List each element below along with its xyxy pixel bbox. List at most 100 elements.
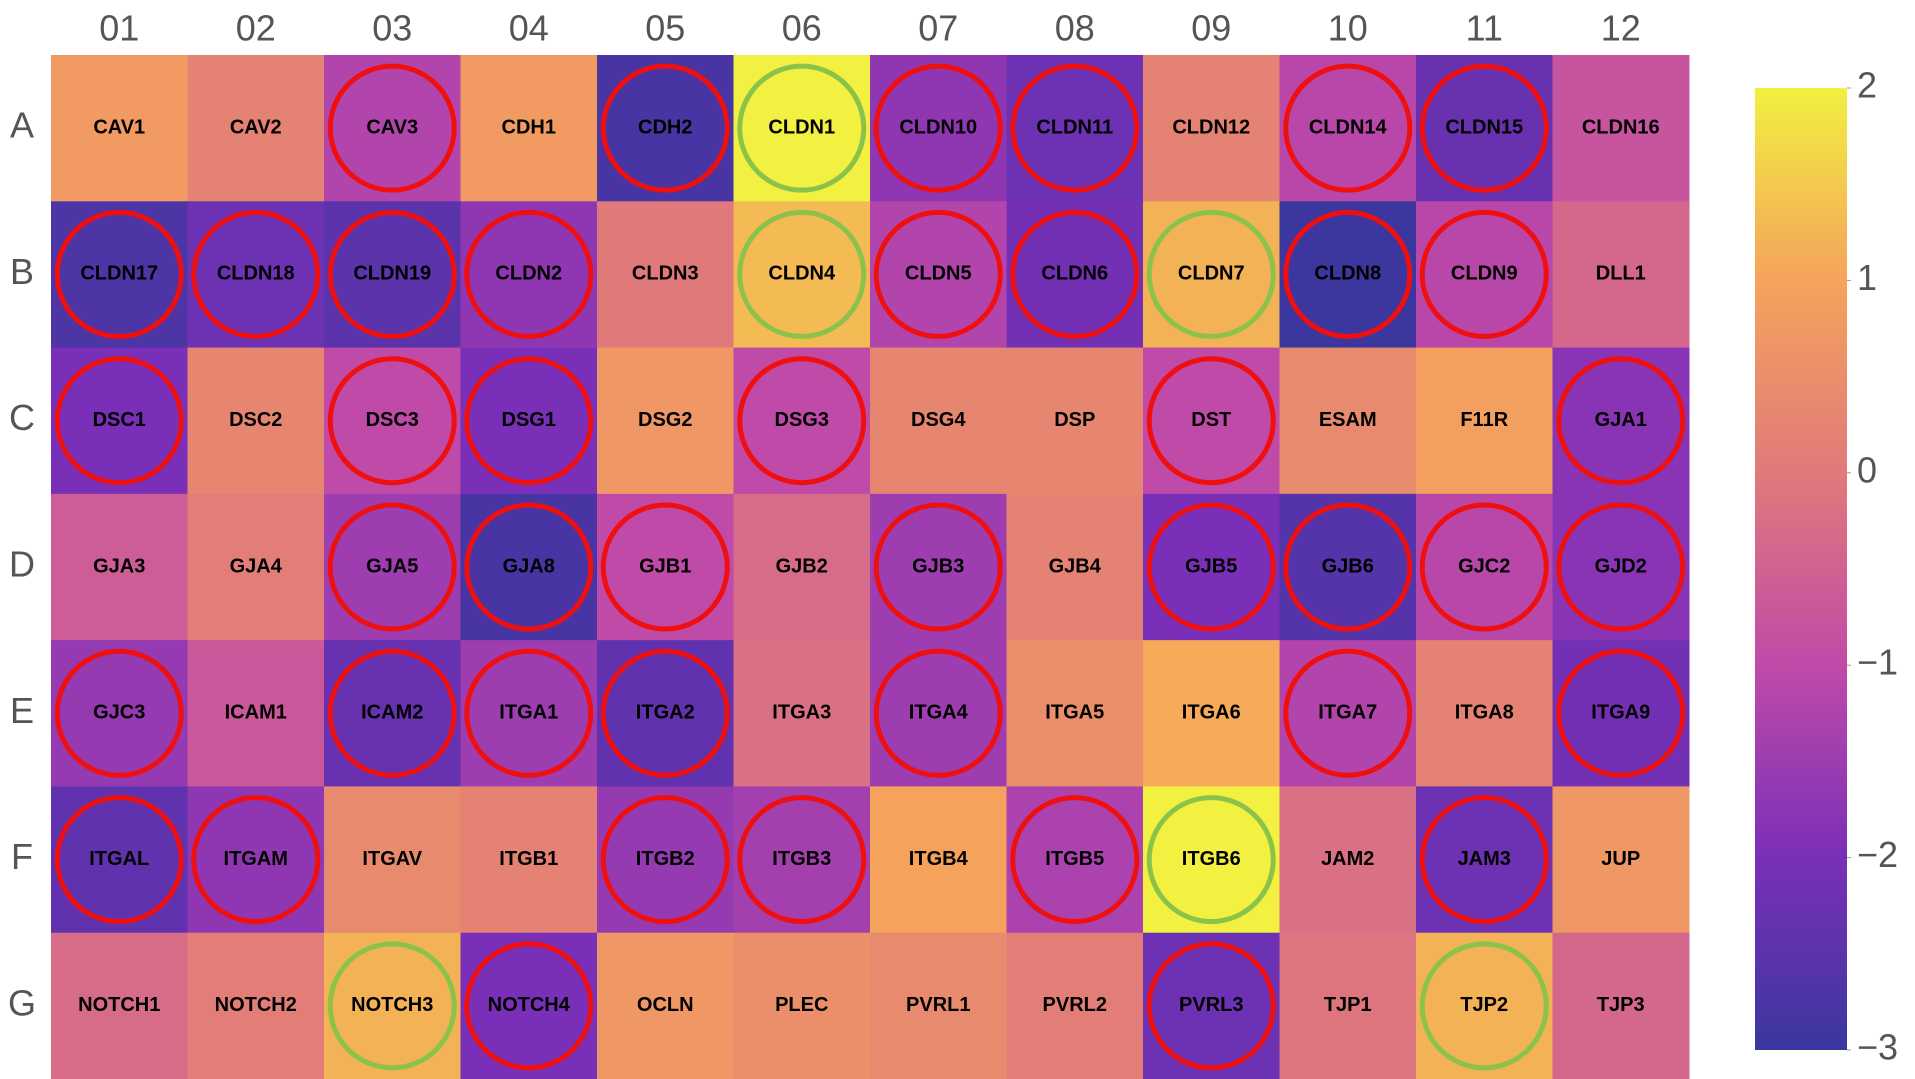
cell-label: GJA4 — [230, 555, 283, 577]
highlight-circle — [1283, 209, 1413, 339]
highlight-circle — [191, 209, 321, 339]
highlight-circle — [1010, 63, 1140, 193]
cell-label: DSC3 — [366, 409, 419, 431]
highlight-circle — [600, 795, 730, 925]
cell-label: ITGB2 — [636, 848, 695, 870]
highlight-circle — [464, 209, 594, 339]
colorbar-tick-label: −1 — [1857, 642, 1898, 683]
highlight-circle — [1283, 502, 1413, 632]
cell — [733, 201, 871, 349]
highlight-circle — [737, 795, 867, 925]
highlight-circle — [464, 502, 594, 632]
cell-label: ITGAV — [362, 848, 422, 870]
cell — [1279, 347, 1417, 495]
cell — [733, 932, 871, 1079]
cell — [1552, 493, 1690, 641]
cell — [460, 786, 598, 934]
cell-label: JAM3 — [1458, 848, 1511, 870]
cell-label: ITGA8 — [1455, 702, 1514, 724]
cell-label: DSC2 — [229, 409, 282, 431]
cell — [1006, 55, 1144, 202]
cell — [187, 640, 325, 787]
highlight-circle — [873, 502, 1003, 632]
cell — [597, 640, 734, 787]
cell-label: PLEC — [775, 994, 828, 1016]
cell — [187, 201, 325, 349]
cell — [1279, 786, 1417, 934]
cell-label: GJB6 — [1322, 555, 1374, 577]
column-label: 10 — [1328, 8, 1368, 49]
cell — [1006, 493, 1144, 641]
cell — [324, 932, 461, 1079]
cell-label: GJC3 — [93, 702, 145, 724]
cell — [51, 201, 188, 349]
cell-label: PVRL3 — [1179, 994, 1243, 1016]
cell-label: ITGA3 — [772, 702, 831, 724]
highlight-circle — [54, 209, 184, 339]
highlight-circle — [1146, 502, 1276, 632]
cell-label: DSG3 — [775, 409, 829, 431]
cell-label: CLDN5 — [905, 263, 972, 285]
cell — [733, 786, 871, 934]
highlight-circle — [464, 648, 594, 778]
cell-label: GJC2 — [1458, 555, 1510, 577]
highlight-circle — [327, 63, 457, 193]
cell — [1552, 786, 1690, 934]
cell-label: CLDN10 — [899, 116, 977, 138]
cell — [597, 347, 734, 495]
cell — [460, 347, 598, 495]
cell — [1552, 640, 1690, 787]
column-label: 02 — [236, 8, 276, 49]
cell — [324, 347, 461, 495]
highlight-circle — [191, 795, 321, 925]
cell — [1416, 786, 1553, 934]
highlight-circle — [600, 648, 730, 778]
cell-label: PVRL2 — [1043, 994, 1107, 1016]
column-label: 11 — [1466, 8, 1503, 49]
cell — [51, 932, 188, 1079]
cell — [1006, 640, 1144, 787]
cell — [1143, 640, 1280, 787]
cell-label: JAM2 — [1321, 848, 1374, 870]
cell — [597, 493, 734, 641]
cell-label: DSG4 — [911, 409, 966, 431]
row-label: E — [10, 690, 34, 731]
colorbar-tick-label: 1 — [1857, 257, 1877, 298]
row-label: G — [8, 982, 36, 1023]
cell — [51, 347, 188, 495]
cell-label: TJP2 — [1460, 994, 1508, 1016]
highlight-circle — [1556, 648, 1686, 778]
cell — [597, 932, 734, 1079]
cell-label: CDH2 — [638, 116, 692, 138]
column-label: 03 — [372, 8, 412, 49]
cell-label: ITGB4 — [909, 848, 969, 870]
column-label: 06 — [782, 8, 822, 49]
highlight-circle — [600, 502, 730, 632]
cell-label: DLL1 — [1596, 263, 1646, 285]
highlight-circle — [464, 356, 594, 486]
cell — [324, 786, 461, 934]
column-label: 12 — [1601, 8, 1641, 49]
highlight-circle — [464, 941, 594, 1071]
cell — [870, 932, 1007, 1079]
cell-label: CDH1 — [502, 116, 556, 138]
cell — [1416, 640, 1553, 787]
cell — [870, 55, 1007, 202]
cell-label: CLDN7 — [1178, 263, 1245, 285]
cell-label: GJB3 — [912, 555, 964, 577]
cell — [870, 786, 1007, 934]
cell-label: GJA1 — [1595, 409, 1647, 431]
highlight-circle — [1010, 209, 1140, 339]
colorbar-tick-label: −3 — [1857, 1027, 1898, 1068]
cell — [187, 55, 325, 202]
cell — [1006, 786, 1144, 934]
cell — [1006, 201, 1144, 349]
highlight-circle — [1146, 941, 1276, 1071]
highlight-circle — [54, 648, 184, 778]
column-label: 07 — [918, 8, 958, 49]
highlight-circle — [1146, 209, 1276, 339]
cell — [597, 786, 734, 934]
cell — [870, 347, 1007, 495]
